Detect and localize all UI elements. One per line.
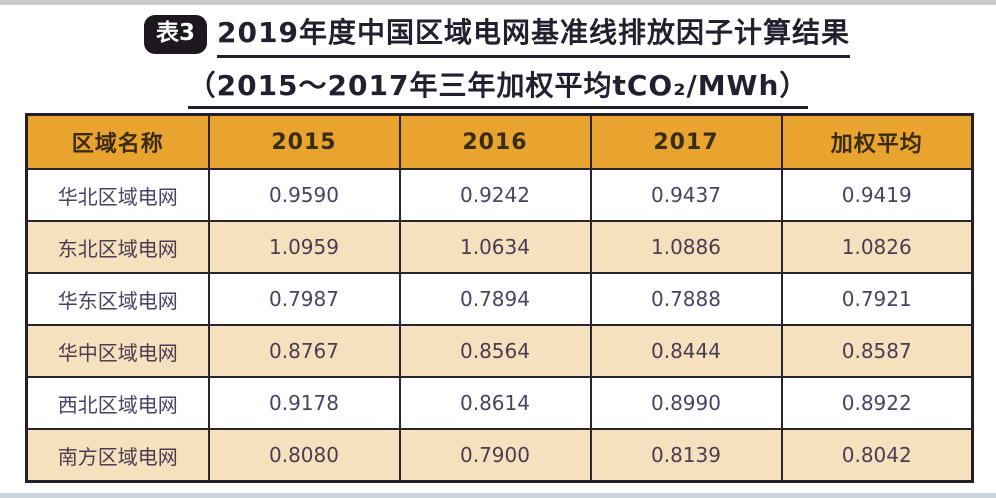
title-line-1: 表3 2019年度中国区域电网基准线排放因子计算结果 <box>0 11 996 58</box>
bottom-edge-strip <box>0 493 996 498</box>
value-cell: 0.8564 <box>398 324 592 378</box>
value-cell: 0.8080 <box>207 428 401 483</box>
column-header-2017: 2017 <box>589 113 783 170</box>
value-cell: 0.9419 <box>780 168 974 222</box>
top-edge-strip <box>0 0 996 5</box>
value-cell: 0.8614 <box>398 376 592 430</box>
value-cell: 0.7900 <box>398 428 592 483</box>
table-row: 华中区域电网 0.8767 0.8564 0.8444 0.8587 <box>25 324 974 378</box>
table-row: 西北区域电网 0.9178 0.8614 0.8990 0.8922 <box>25 376 974 430</box>
value-cell: 0.8444 <box>589 324 783 378</box>
region-name-cell: 西北区域电网 <box>25 376 210 430</box>
column-header-2015: 2015 <box>207 113 401 170</box>
value-cell: 0.8587 <box>780 324 974 378</box>
value-cell: 1.0634 <box>398 220 592 274</box>
region-name-cell: 华中区域电网 <box>25 324 210 378</box>
value-cell: 0.9178 <box>207 376 401 430</box>
value-cell: 0.7921 <box>780 272 974 326</box>
value-cell: 1.0959 <box>207 220 401 274</box>
value-cell: 1.0826 <box>780 220 974 274</box>
page-subtitle: （2015～2017年三年加权平均tCO₂/MWh） <box>187 69 809 109</box>
region-name-cell: 东北区域电网 <box>25 220 210 274</box>
value-cell: 0.7987 <box>207 272 401 326</box>
value-cell: 1.0886 <box>589 220 783 274</box>
column-header-weighted-avg: 加权平均 <box>780 113 974 170</box>
value-cell: 0.8139 <box>589 428 783 483</box>
region-name-cell: 华东区域电网 <box>25 272 210 326</box>
value-cell: 0.9437 <box>589 168 783 222</box>
region-name-cell: 南方区域电网 <box>25 428 210 483</box>
value-cell: 0.7888 <box>589 272 783 326</box>
page-title: 2019年度中国区域电网基准线排放因子计算结果 <box>217 11 850 58</box>
table-row: 华北区域电网 0.9590 0.9242 0.9437 0.9419 <box>25 168 974 222</box>
value-cell: 0.9590 <box>207 168 401 222</box>
column-header-region: 区域名称 <box>25 113 210 170</box>
value-cell: 0.7894 <box>398 272 592 326</box>
value-cell: 0.8767 <box>207 324 401 378</box>
table-row: 南方区域电网 0.8080 0.7900 0.8139 0.8042 <box>25 428 974 483</box>
value-cell: 0.8922 <box>780 376 974 430</box>
table-row: 东北区域电网 1.0959 1.0634 1.0886 1.0826 <box>25 220 974 274</box>
table-row: 华东区域电网 0.7987 0.7894 0.7888 0.7921 <box>25 272 974 326</box>
table-title-block: 表3 2019年度中国区域电网基准线排放因子计算结果 （2015～2017年三年… <box>0 11 996 109</box>
table-number-badge: 表3 <box>146 16 206 52</box>
value-cell: 0.9242 <box>398 168 592 222</box>
table-header-row: 区域名称 2015 2016 2017 加权平均 <box>25 113 974 170</box>
title-line-2: （2015～2017年三年加权平均tCO₂/MWh） <box>0 64 996 109</box>
value-cell: 0.8990 <box>589 376 783 430</box>
emission-factor-table: 区域名称 2015 2016 2017 加权平均 华北区域电网 0.9590 0… <box>25 113 974 483</box>
region-name-cell: 华北区域电网 <box>25 168 210 222</box>
column-header-2016: 2016 <box>398 113 592 170</box>
value-cell: 0.8042 <box>780 428 974 483</box>
